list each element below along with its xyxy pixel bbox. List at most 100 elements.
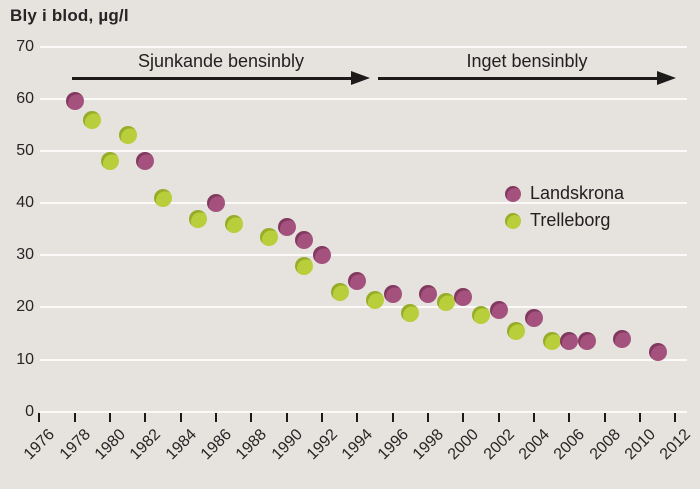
dot-landskrona-1986 (206, 194, 225, 213)
x-tick-1986 (214, 413, 217, 422)
x-axis-label-2000: 2000 (445, 426, 483, 464)
x-axis-label-1988: 1988 (233, 426, 271, 464)
dot-landskrona-2002 (489, 301, 508, 319)
dot-trelleborg-2003 (507, 321, 526, 340)
dot-landskrona-2006 (560, 332, 579, 351)
dot-landskrona-1982 (136, 152, 155, 171)
x-tick-1976 (38, 413, 41, 422)
x-tick-1996 (391, 413, 394, 422)
annotation-inget-bensinbly: Inget bensinbly (466, 51, 588, 71)
x-tick-2000 (462, 413, 465, 422)
y-axis-label-10: 10 (16, 350, 34, 368)
x-tick-1992 (320, 413, 323, 422)
x-tick-1978 (73, 413, 76, 422)
dot-landskrona-1990 (277, 217, 296, 236)
x-axis-label-1996: 1996 (374, 426, 412, 464)
arrow-head-icon (351, 71, 370, 85)
arrow-head-icon (657, 71, 676, 85)
dot-landskrona-2007 (577, 332, 596, 351)
dot-trelleborg-2005 (542, 332, 561, 351)
annotation-sjunkande-bensinbly: Sjunkande bensinbly (137, 51, 305, 71)
x-tick-1984 (179, 413, 182, 422)
x-tick-1980 (108, 413, 111, 422)
x-axis-label-2008: 2008 (586, 426, 624, 464)
dot-trelleborg-2001 (471, 306, 490, 325)
landskrona-marker-icon (505, 185, 521, 202)
gridline-y-10 (40, 358, 687, 361)
x-axis-label-1980: 1980 (91, 426, 129, 464)
x-axis-label-1992: 1992 (303, 426, 341, 464)
dot-trelleborg-1997 (401, 303, 420, 322)
dot-landskrona-2004 (524, 308, 543, 327)
dot-trelleborg-1989 (259, 227, 278, 246)
gridline-y-60 (40, 97, 687, 100)
dot-trelleborg-1995 (365, 290, 384, 309)
trelleborg-marker-icon (505, 212, 521, 229)
dot-trelleborg-1987 (224, 214, 243, 233)
x-tick-1994 (356, 413, 359, 422)
x-tick-1982 (144, 413, 147, 422)
y-axis-label-40: 40 (16, 194, 34, 212)
dot-landskrona-1998 (418, 285, 437, 304)
chart-title: Bly i blod, µg/l (10, 6, 129, 25)
dot-trelleborg-1991 (295, 256, 314, 275)
dot-trelleborg-1980 (100, 152, 119, 171)
dot-trelleborg-1999 (436, 293, 455, 312)
x-tick-2010 (638, 413, 641, 422)
x-axis-label-1986: 1986 (197, 426, 235, 464)
gridline-y-20 (40, 306, 687, 309)
gridline-y-70 (40, 45, 687, 48)
gridline-y-40 (40, 202, 687, 205)
dot-landskrona-2000 (454, 287, 473, 306)
x-axis-label-1998: 1998 (409, 426, 447, 464)
dot-trelleborg-1993 (330, 282, 349, 301)
x-tick-2002 (497, 413, 500, 422)
dot-trelleborg-1985 (189, 209, 208, 228)
y-axis-label-50: 50 (16, 141, 34, 159)
arrow-line-right (378, 77, 658, 80)
dot-landskrona-1994 (348, 272, 367, 291)
dot-landskrona-2009 (613, 329, 632, 348)
dot-landskrona-2011 (648, 342, 667, 361)
dot-trelleborg-1981 (118, 126, 137, 145)
x-axis-label-1978: 1978 (56, 426, 94, 464)
x-tick-1990 (285, 413, 288, 422)
y-axis-label-60: 60 (16, 89, 34, 107)
x-axis-label-2012: 2012 (657, 426, 695, 464)
x-axis-label-2010: 2010 (621, 426, 659, 464)
legend-item-trelleborg: Trelleborg (505, 207, 624, 234)
y-axis-label-70: 70 (16, 37, 34, 55)
x-axis-label-1990: 1990 (268, 426, 306, 464)
dot-landskrona-1978 (65, 92, 84, 111)
legend-label-landskrona: Landskrona (530, 183, 625, 203)
dot-trelleborg-1979 (83, 110, 102, 129)
gridline-y-30 (40, 254, 687, 257)
x-axis-label-1994: 1994 (339, 426, 377, 464)
y-axis-label-30: 30 (16, 246, 34, 264)
arrow-line-left (72, 77, 352, 80)
x-axis-label-1976: 1976 (21, 426, 59, 464)
dot-landskrona-1992 (312, 246, 331, 265)
x-tick-2006 (568, 413, 571, 422)
x-tick-1988 (250, 413, 253, 422)
x-tick-1998 (426, 413, 429, 422)
legend-item-landskrona: Landskrona (505, 180, 624, 207)
x-axis-label-1982: 1982 (127, 426, 165, 464)
gridline-y-50 (40, 149, 687, 152)
x-axis-label-2002: 2002 (480, 426, 518, 464)
dot-trelleborg-1983 (153, 188, 172, 207)
x-axis-label-1984: 1984 (162, 426, 200, 464)
x-axis-label-2006: 2006 (551, 426, 589, 464)
legend-label-trelleborg: Trelleborg (530, 210, 611, 230)
dot-landskrona-1991 (295, 230, 314, 249)
x-tick-2012 (674, 413, 677, 422)
x-tick-2008 (603, 413, 606, 422)
y-axis-label-0: 0 (25, 402, 34, 420)
gridline-y-0 (40, 410, 687, 413)
chart-legend: Landskrona Trelleborg (505, 180, 624, 234)
x-axis-label-2004: 2004 (515, 426, 553, 464)
y-axis-label-20: 20 (16, 298, 34, 316)
x-tick-2004 (532, 413, 535, 422)
dot-landskrona-1996 (383, 285, 402, 304)
